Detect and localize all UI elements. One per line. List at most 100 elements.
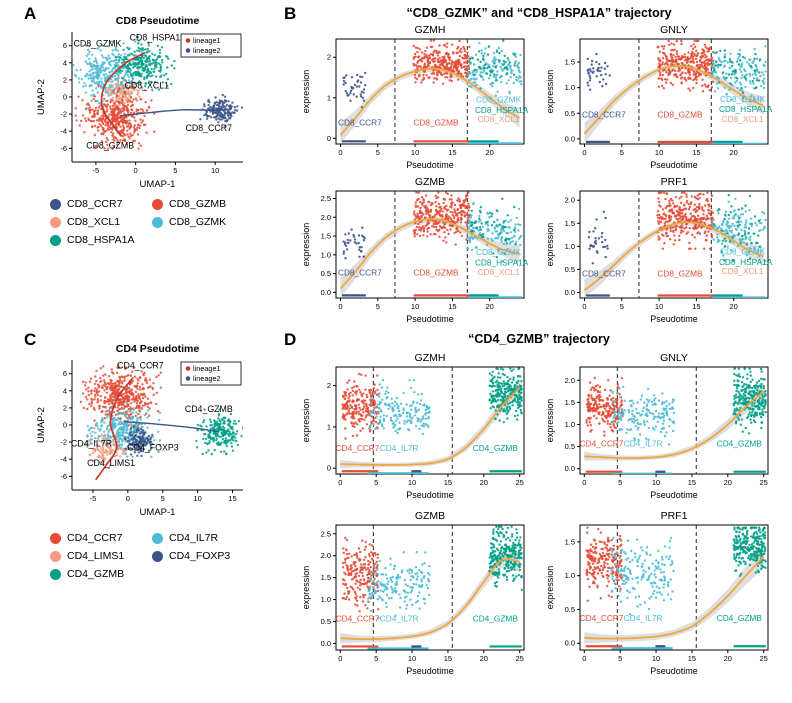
panel-d-title: “CD4_GZMB” trajectory: [468, 332, 610, 346]
svg-text:CD8_GZMK: CD8_GZMK: [720, 247, 766, 257]
svg-text:2: 2: [327, 53, 331, 62]
svg-text:CD8_XCL1: CD8_XCL1: [478, 267, 520, 277]
svg-text:0.0: 0.0: [321, 288, 331, 297]
svg-text:UMAP-2: UMAP-2: [36, 407, 47, 443]
svg-text:CD8_HSPA1A: CD8_HSPA1A: [475, 257, 529, 267]
svg-text:CD8_CCR7: CD8_CCR7: [338, 267, 382, 277]
svg-text:-4: -4: [60, 127, 67, 136]
svg-text:CD8 Pseudotime: CD8 Pseudotime: [116, 15, 200, 27]
svg-text:UMAP-2: UMAP-2: [36, 79, 47, 115]
svg-text:2.0: 2.0: [565, 196, 575, 205]
svg-text:CD8_GZMB: CD8_GZMB: [86, 140, 134, 150]
legend-dot-icon: [50, 568, 61, 580]
svg-text:lineage2: lineage2: [193, 46, 221, 55]
panel-label-d: D: [284, 330, 297, 349]
svg-text:5: 5: [161, 494, 165, 503]
svg-text:CD4_FOXP3: CD4_FOXP3: [127, 443, 178, 453]
svg-text:CD8_GZMB: CD8_GZMB: [657, 109, 703, 119]
svg-text:CD8_GZMK: CD8_GZMK: [476, 95, 522, 105]
svg-text:CD8_HSPA1A: CD8_HSPA1A: [719, 104, 773, 114]
trajectory-cd8-prf1-chart: PRF1 0.0 0.5 1.0 1.5 2.0 0 5 10 15 20 Pseudotime exp…: [545, 176, 773, 324]
svg-text:lineage2: lineage2: [193, 374, 221, 383]
svg-text:lineage1: lineage1: [193, 364, 221, 373]
svg-text:lineage1: lineage1: [193, 36, 221, 45]
svg-text:0: 0: [338, 478, 342, 487]
legend-label: CD4_CCR7: [67, 532, 123, 544]
legend-item-cd4_lims1: CD4_LIMS1: [50, 550, 152, 562]
svg-text:CD8_XCL1: CD8_XCL1: [722, 114, 764, 124]
svg-text:15: 15: [692, 302, 700, 311]
svg-text:1.0: 1.0: [565, 83, 575, 92]
svg-text:-6: -6: [60, 472, 67, 481]
legend-label: CD8_GZMK: [169, 216, 227, 228]
svg-text:-2: -2: [60, 110, 67, 119]
legend-label: CD4_LIMS1: [67, 550, 125, 562]
trajectory-cd8-gzmb-chart: GZMB 0.0 0.5 1.0 1.5 2.0 2.5 0 5 10 15 20 Pseudotime…: [301, 176, 529, 324]
panel-b-title: “CD8_GZMK” and “CD8_HSPA1A” trajectory: [406, 6, 672, 20]
svg-text:25: 25: [516, 478, 524, 487]
svg-text:20: 20: [730, 302, 738, 311]
legend-label: CD4_FOXP3: [169, 550, 231, 562]
svg-text:15: 15: [444, 478, 452, 487]
legend-item-cd4_ccr7: CD4_CCR7: [50, 532, 152, 544]
legend-label: CD4_IL7R: [169, 532, 219, 544]
legend-dot-icon: [50, 532, 61, 544]
svg-text:10: 10: [655, 148, 663, 157]
svg-text:0.0: 0.0: [565, 134, 575, 143]
svg-text:4: 4: [63, 386, 67, 395]
umap-cd4-pseudotime-chart: CD4 Pseudotime -6 -4 -2 0 2 4 6 -5 0 5 10 15 UMAP-1 UM…: [36, 343, 243, 518]
svg-text:0.5: 0.5: [565, 109, 575, 118]
svg-text:expression: expression: [301, 70, 311, 114]
legend-item-cd4_foxp3: CD4_FOXP3: [152, 550, 254, 562]
svg-text:GZMB: GZMB: [415, 176, 445, 188]
legend-dot-icon: [50, 216, 61, 228]
svg-text:0: 0: [63, 93, 67, 102]
legend-dot-icon: [152, 532, 163, 544]
svg-text:5: 5: [173, 166, 177, 175]
svg-text:0: 0: [126, 494, 130, 503]
svg-text:CD4_CCR7: CD4_CCR7: [117, 361, 164, 371]
svg-text:2.5: 2.5: [321, 194, 331, 203]
umap-cd8-pseudotime-chart: CD8 Pseudotime -6 -4 -2 0 2 4 6 -5 0 5 10 UMAP-1 UMAP…: [36, 15, 243, 190]
svg-text:CD8_HSPA1A: CD8_HSPA1A: [130, 33, 187, 43]
svg-text:expression: expression: [301, 399, 311, 443]
svg-text:10: 10: [193, 494, 201, 503]
svg-text:CD8_GZMB: CD8_GZMB: [413, 267, 459, 277]
legend-dot-icon: [152, 550, 163, 562]
legend-cd4-clusters: CD4_CCR7 CD4_IL7R CD4_LIMS1 CD4_FOXP3 CD4_GZ…: [50, 532, 260, 580]
svg-text:0.5: 0.5: [321, 269, 331, 278]
legend-item-cd8_gzmk: CD8_GZMK: [152, 216, 254, 228]
svg-text:10: 10: [211, 166, 219, 175]
legend-item-cd4_gzmb: CD4_GZMB: [50, 568, 152, 580]
svg-text:10: 10: [411, 148, 419, 157]
trajectory-cd8-gnly-chart: GNLY 0.0 0.5 1.0 1.5 0 5 10 15 20 Pseudotime expres…: [545, 24, 773, 170]
svg-text:CD8_GZMB: CD8_GZMB: [657, 268, 703, 278]
svg-text:CD8_CCR7: CD8_CCR7: [582, 268, 626, 278]
svg-text:-5: -5: [93, 166, 100, 175]
svg-text:5: 5: [376, 302, 380, 311]
panel-label-c: C: [24, 330, 37, 349]
svg-text:0.5: 0.5: [565, 265, 575, 274]
legend-label: CD8_GZMB: [169, 198, 227, 210]
legend-item-cd8_ccr7: CD8_CCR7: [50, 198, 152, 210]
svg-text:20: 20: [486, 302, 494, 311]
svg-text:expression: expression: [301, 223, 311, 267]
svg-text:CD8_XCL1: CD8_XCL1: [125, 80, 170, 90]
svg-text:CD8_GZMK: CD8_GZMK: [720, 94, 766, 104]
svg-text:2: 2: [63, 75, 67, 84]
svg-text:expression: expression: [545, 223, 555, 267]
svg-text:Pseudotime: Pseudotime: [406, 490, 454, 500]
svg-text:2.0: 2.0: [321, 213, 331, 222]
svg-text:6: 6: [63, 369, 67, 378]
svg-text:CD8_XCL1: CD8_XCL1: [722, 266, 764, 276]
svg-text:15: 15: [448, 302, 456, 311]
svg-text:15: 15: [692, 148, 700, 157]
svg-text:CD8_XCL1: CD8_XCL1: [478, 114, 520, 124]
svg-text:UMAP-1: UMAP-1: [140, 507, 176, 518]
svg-text:1: 1: [327, 422, 331, 431]
svg-text:10: 10: [411, 302, 419, 311]
